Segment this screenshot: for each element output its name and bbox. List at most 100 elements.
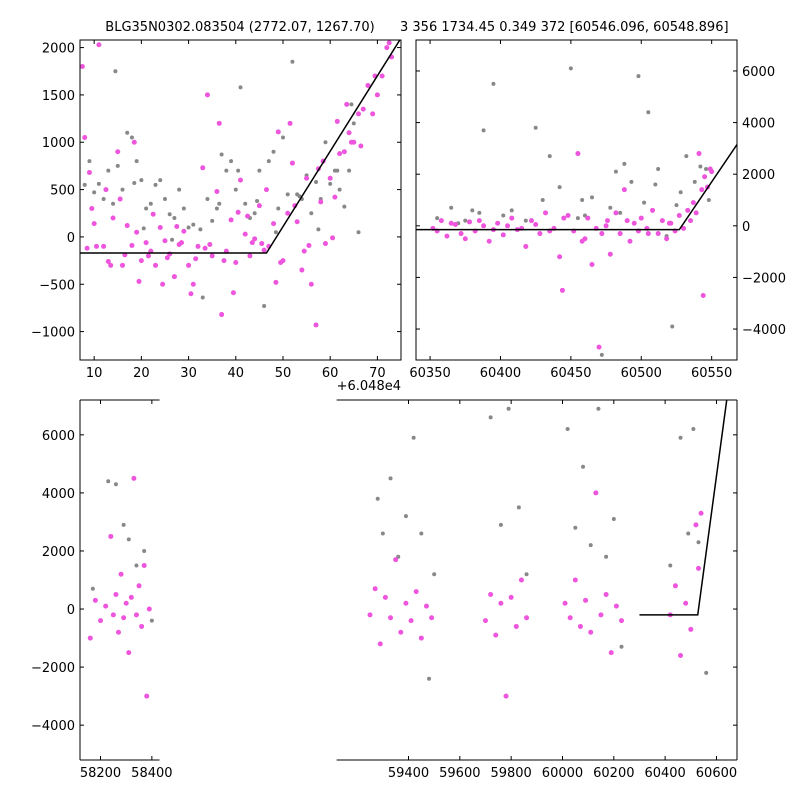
y-tick-label: 2000 [42,42,75,57]
good-point [690,200,696,206]
x-tick-label: 59800 [490,766,531,781]
good-point [84,245,90,251]
good-point [96,42,102,48]
good-point [145,253,151,259]
good-point [403,600,409,606]
good-point [588,629,594,635]
good-point [672,583,678,589]
bad-point [581,464,586,469]
good-point [372,586,378,592]
good-point [348,139,354,145]
good-point [233,259,239,265]
bad-point [547,154,552,159]
good-point [543,210,549,216]
good-point [379,73,385,79]
good-point [585,215,591,221]
good-point [117,196,123,202]
good-point [537,231,543,237]
good-point [482,618,488,624]
good-point [462,236,468,242]
good-point [567,615,573,621]
bad-point [533,125,538,130]
good-point [235,209,241,215]
bad-point [636,74,641,79]
bad-point [132,180,137,185]
bad-point [87,159,92,164]
good-point [358,143,364,149]
bad-point [224,168,229,173]
good-point [304,175,310,181]
good-point [261,247,267,253]
good-point [367,612,373,618]
good-point [603,592,609,598]
good-point [230,290,236,296]
bad-point [698,164,703,169]
x-tick-label: 30 [180,366,197,381]
good-point [572,577,578,583]
good-point [207,241,213,247]
good-point [509,215,515,221]
bad-point [337,187,342,192]
good-point [252,236,258,242]
bad-point [501,213,506,218]
bad-point [375,496,380,501]
good-point [334,118,340,124]
good-point [681,225,686,231]
good-point [565,212,571,218]
bad-point [96,181,101,186]
bad-point [217,201,222,206]
bad-point [618,210,623,215]
bad-point [115,163,120,168]
good-point [188,291,194,297]
bad-point [575,216,580,221]
bad-point [449,205,454,210]
good-point [598,612,604,618]
x-tick-label: 59600 [439,766,480,781]
good-point [301,248,307,254]
y-tick-label: 2000 [42,545,75,560]
bad-point [488,415,493,420]
good-point [289,160,295,166]
good-point [105,259,111,265]
good-point [91,221,97,227]
bad-point [523,218,528,223]
bad-point [653,182,658,187]
good-point [164,255,170,261]
good-point [242,231,248,237]
bad-point [524,572,529,577]
bad-point [481,128,486,133]
bad-point [243,201,248,206]
bad-point [170,237,175,242]
good-point [360,106,366,112]
bad-point [142,548,147,553]
bad-point [477,210,482,215]
good-point [150,211,156,217]
good-point [413,589,419,595]
bad-point [646,110,651,115]
model-line [80,40,401,254]
good-point [128,594,134,600]
bad-point [101,197,106,202]
good-point [98,618,104,624]
good-point [186,262,192,268]
good-point [202,245,208,251]
x-tick-label: 60500 [621,366,662,381]
bad-point [162,197,167,202]
model-line [416,144,737,231]
good-point [101,243,107,249]
good-point [271,221,277,227]
bad-point [540,198,545,202]
y-tick-label: −1000 [31,326,75,341]
good-point [80,64,85,70]
bad-point [126,537,131,542]
bad-point [129,135,134,140]
bad-point [210,218,215,223]
y-tick-label: −500 [39,278,75,293]
good-point [141,562,147,568]
good-point [174,224,180,230]
y-tick-label: 1000 [42,136,75,151]
bad-point [125,130,130,135]
good-point [139,623,145,629]
good-point [696,151,702,157]
bad-point [678,435,683,440]
